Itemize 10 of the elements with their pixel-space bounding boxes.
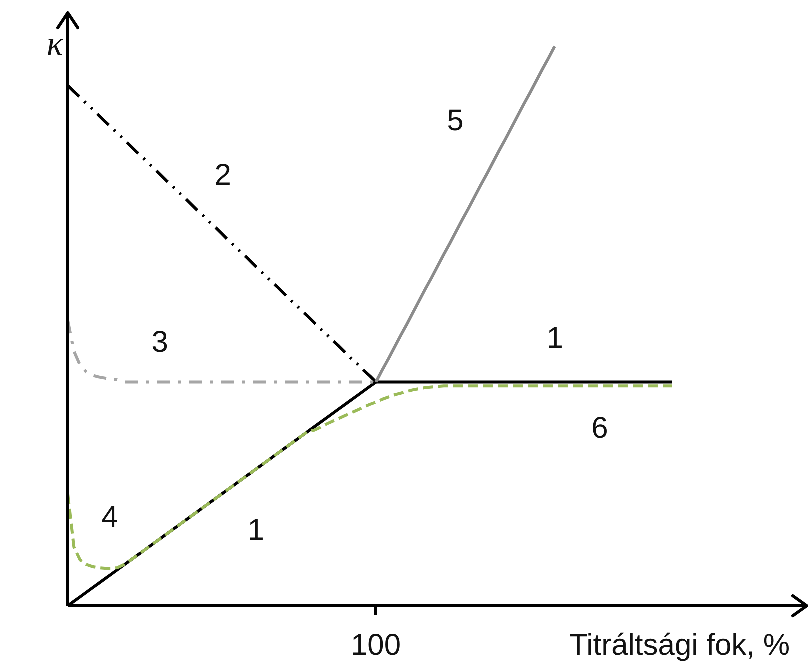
annotation: 6 bbox=[592, 412, 608, 444]
annotation: 4 bbox=[102, 500, 118, 534]
x-axis-title: Titráltsági fok, % bbox=[569, 629, 790, 662]
y-axis-title: κ bbox=[46, 26, 64, 63]
series-label: 2 bbox=[214, 158, 232, 192]
series-label: 1 bbox=[546, 322, 564, 355]
text: 100 bbox=[350, 629, 402, 662]
series-label: 1 bbox=[248, 514, 264, 547]
series-label: 5 bbox=[447, 104, 464, 137]
series-label: 3 bbox=[152, 326, 168, 359]
